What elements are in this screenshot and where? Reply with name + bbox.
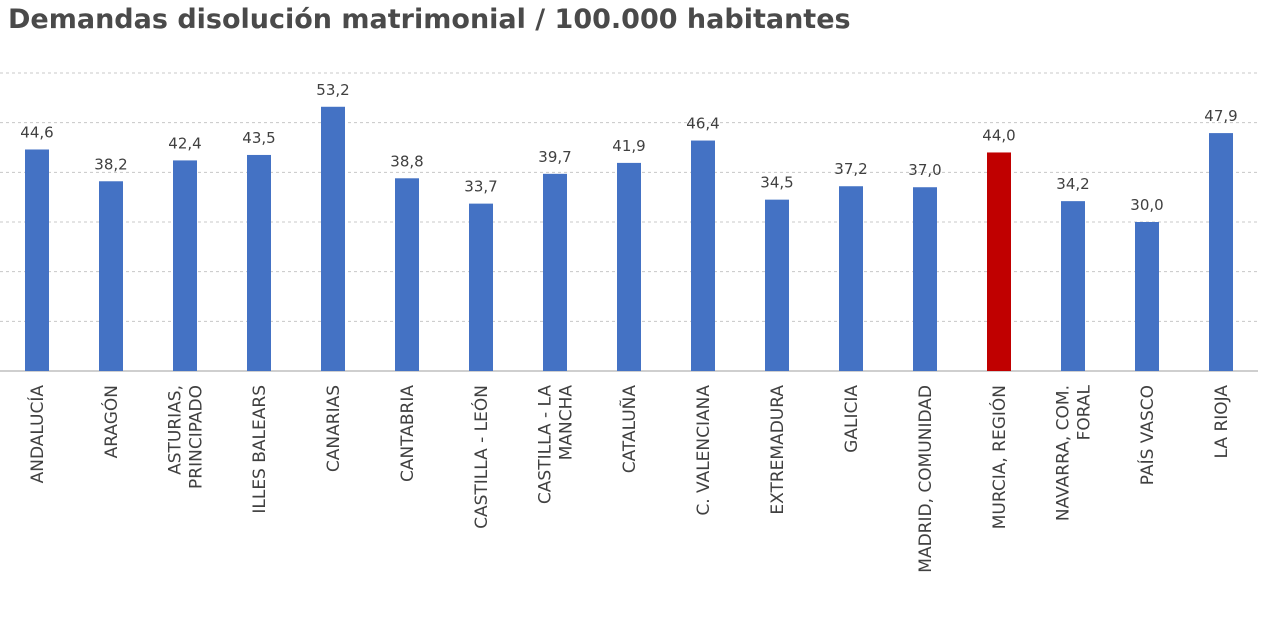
category-label: ASTURIAS,PRINCIPADO (166, 385, 207, 489)
bar (617, 162, 641, 371)
category-label: CASTILLA - LEÓN (470, 385, 492, 529)
category-label: MADRID, COMUNIDAD (916, 385, 936, 573)
category-label: CANARIAS (324, 385, 344, 472)
data-label: 33,7 (464, 178, 497, 196)
data-label: 43,5 (242, 129, 275, 147)
bar (913, 187, 937, 371)
data-label: 38,2 (94, 155, 127, 173)
chart-title: Demandas disolución matrimonial / 100.00… (8, 4, 851, 35)
category-label: CANTABRIA (398, 385, 418, 482)
category-label: LA RIOJA (1212, 385, 1232, 459)
data-label: 44,6 (20, 123, 53, 141)
data-label: 30,0 (1130, 196, 1163, 214)
category-label: MURCIA, REGIÓN (988, 385, 1010, 529)
bar (765, 199, 789, 371)
bar (1135, 222, 1159, 371)
bar (543, 173, 567, 371)
category-label: GALICIA (842, 385, 862, 453)
category-label: C. VALENCIANA (694, 385, 714, 516)
data-label: 46,4 (686, 115, 719, 133)
bar (469, 203, 493, 371)
data-label: 44,0 (982, 126, 1015, 144)
bar (321, 106, 345, 372)
data-labels: 44,6 38,2 42,4 43,5 53,2 38,8 33,7 39,7 41,9 46,4… (20, 81, 1237, 214)
data-label: 39,7 (538, 148, 571, 166)
category-label: EXTREMADURA (768, 385, 788, 515)
bar (247, 154, 271, 371)
category-label: NAVARRA, COM.FORAL (1054, 384, 1095, 521)
category-label: CASTILLA - LAMANCHA (536, 385, 577, 504)
data-label: 34,2 (1056, 175, 1089, 193)
bar (99, 181, 123, 371)
data-label: 37,0 (908, 161, 941, 179)
bar (839, 186, 863, 371)
bar (25, 149, 49, 371)
category-labels: ANDALUCÍA ARAGÓN ASTURIAS,PRINCIPADO ILLES … (26, 384, 1232, 572)
data-label: 41,9 (612, 137, 645, 155)
data-label: 38,8 (390, 152, 423, 170)
data-label: 42,4 (168, 134, 201, 152)
data-label: 53,2 (316, 81, 349, 99)
bar (1061, 201, 1085, 371)
data-label: 34,5 (760, 174, 793, 192)
category-label: PAÍS VASCO (1136, 385, 1158, 485)
category-label: ARAGÓN (100, 385, 122, 458)
data-label: 47,9 (1204, 107, 1237, 125)
bar (691, 140, 715, 371)
bar (395, 178, 419, 371)
bar (1209, 133, 1233, 371)
bar (173, 160, 197, 371)
bars (25, 106, 1233, 372)
category-label: ANDALUCÍA (26, 385, 48, 484)
category-label: ILLES BALEARS (250, 385, 270, 514)
category-label: CATALUÑA (618, 385, 640, 474)
bar (987, 152, 1011, 371)
data-label: 37,2 (834, 160, 867, 178)
